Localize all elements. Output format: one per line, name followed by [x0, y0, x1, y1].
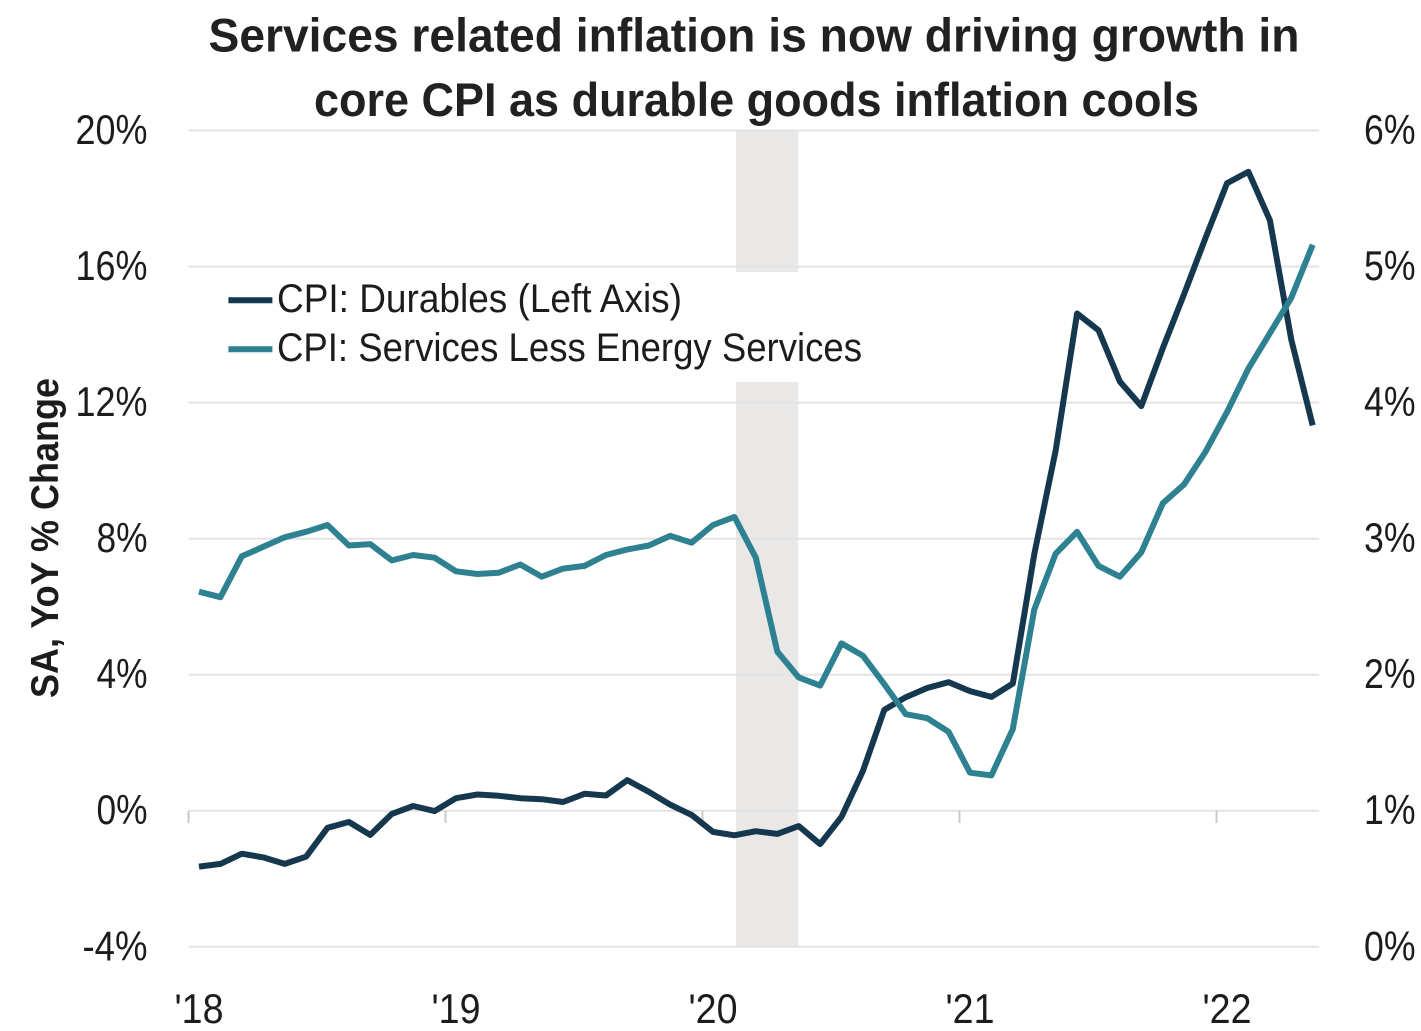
svg-text:20%: 20% [76, 106, 148, 153]
svg-text:8%: 8% [97, 514, 148, 561]
svg-text:4%: 4% [1364, 378, 1416, 425]
svg-text:core CPI as durable goods infl: core CPI as durable goods inflation cool… [314, 74, 1199, 127]
svg-text:SA, YoY % Change: SA, YoY % Change [24, 378, 67, 698]
svg-text:Services related inflation is: Services related inflation is now drivin… [209, 9, 1300, 62]
svg-text:1%: 1% [1364, 786, 1416, 833]
svg-text:0%: 0% [97, 786, 148, 833]
svg-text:6%: 6% [1364, 106, 1416, 153]
svg-text:'22: '22 [1203, 985, 1252, 1031]
svg-text:CPI: Services Less Energy Serv: CPI: Services Less Energy Services [277, 326, 862, 370]
svg-text:'18: '18 [175, 985, 224, 1031]
svg-text:CPI: Durables (Left Axis): CPI: Durables (Left Axis) [277, 277, 682, 321]
svg-text:12%: 12% [76, 378, 148, 425]
svg-text:0%: 0% [1364, 922, 1416, 969]
svg-text:-4%: -4% [83, 922, 148, 969]
svg-text:'19: '19 [432, 985, 481, 1031]
svg-text:4%: 4% [97, 650, 148, 697]
svg-text:5%: 5% [1364, 242, 1416, 289]
svg-text:2%: 2% [1364, 650, 1416, 697]
svg-text:'21: '21 [946, 985, 995, 1031]
svg-text:'20: '20 [689, 985, 738, 1031]
svg-text:16%: 16% [76, 242, 148, 289]
svg-text:3%: 3% [1364, 514, 1416, 561]
